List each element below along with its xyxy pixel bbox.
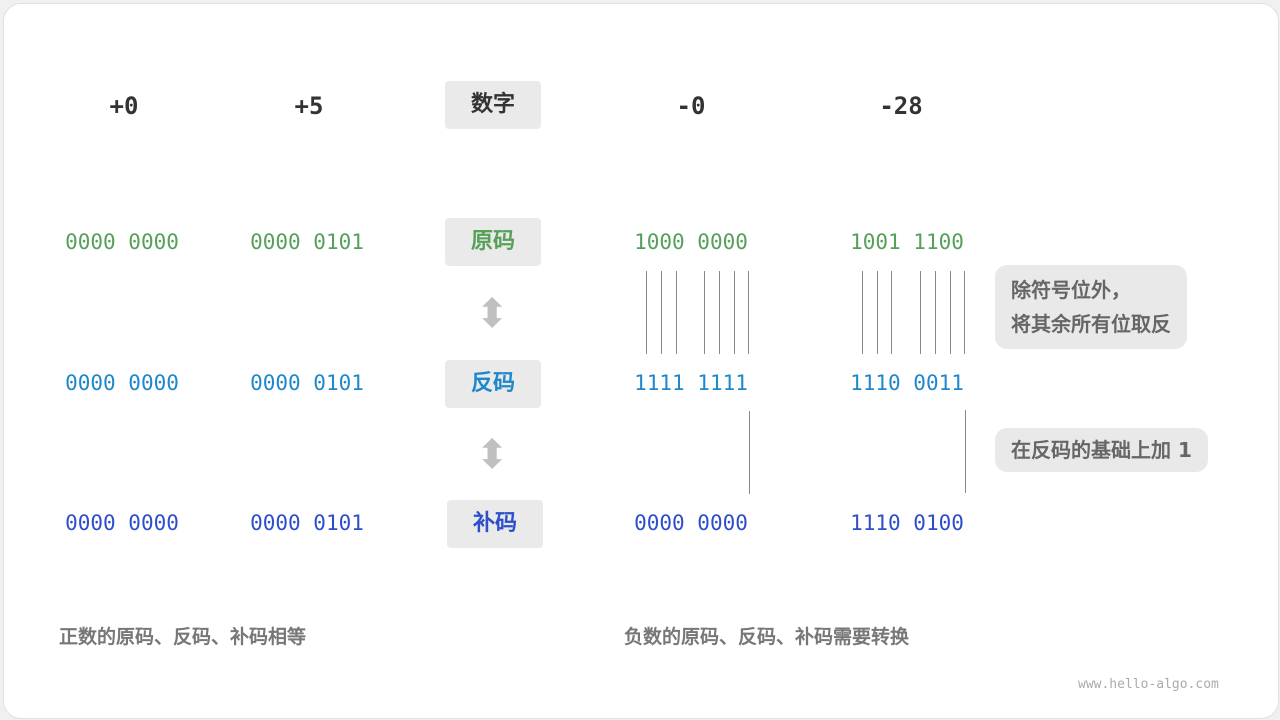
connector-line xyxy=(719,271,720,354)
label-number: 数字 xyxy=(445,81,541,129)
connector-line xyxy=(935,271,936,354)
sm-plus-five: 0000 0101 xyxy=(250,230,364,254)
tc-plus-zero: 0000 0000 xyxy=(65,511,179,535)
connector-line xyxy=(749,411,750,494)
caption-negative: 负数的原码、反码、补码需要转换 xyxy=(624,626,910,648)
connector-line xyxy=(862,271,863,354)
note-invert-line2: 将其余所有位取反 xyxy=(1011,312,1171,336)
note-invert-bits: 除符号位外， 将其余所有位取反 xyxy=(995,265,1187,349)
label-sign-magnitude: 原码 xyxy=(445,218,541,266)
header-plus-zero: +0 xyxy=(109,92,139,120)
watermark: www.hello-algo.com xyxy=(1078,677,1219,692)
sm-minus-28: 1001 1100 xyxy=(850,230,964,254)
connector-line xyxy=(891,271,892,354)
tc-plus-five: 0000 0101 xyxy=(250,511,364,535)
note-add-one: 在反码的基础上加 1 xyxy=(995,428,1208,472)
header-minus-zero: -0 xyxy=(676,92,706,120)
oc-plus-zero: 0000 0000 xyxy=(65,371,179,395)
connector-line xyxy=(920,271,921,354)
sm-minus-zero: 1000 0000 xyxy=(634,230,748,254)
tc-minus-zero: 0000 0000 xyxy=(634,511,748,535)
oc-minus-28: 1110 0011 xyxy=(850,371,964,395)
connector-line xyxy=(676,271,677,354)
tc-minus-28: 1110 0100 xyxy=(850,511,964,535)
connector-line xyxy=(661,271,662,354)
connector-line xyxy=(704,271,705,354)
connector-line xyxy=(748,271,749,354)
sm-plus-zero: 0000 0000 xyxy=(65,230,179,254)
oc-minus-zero: 1111 1111 xyxy=(634,371,748,395)
label-ones-complement: 反码 xyxy=(445,360,541,408)
oc-plus-five: 0000 0101 xyxy=(250,371,364,395)
connector-line xyxy=(965,410,966,493)
note-invert-line1: 除符号位外， xyxy=(1011,278,1131,302)
caption-positive: 正数的原码、反码、补码相等 xyxy=(59,626,307,648)
label-twos-complement: 补码 xyxy=(447,500,543,548)
connector-line xyxy=(877,271,878,354)
double-arrow-icon: ⬍ xyxy=(475,291,509,337)
header-plus-five: +5 xyxy=(294,92,324,120)
header-minus-28: -28 xyxy=(879,92,923,120)
connector-line xyxy=(964,271,965,354)
diagram-canvas: +0 +5 数字 -0 -28 0000 0000 0000 0101 原码 1… xyxy=(3,3,1279,719)
connector-line xyxy=(734,271,735,354)
connector-line xyxy=(646,271,647,354)
double-arrow-icon: ⬍ xyxy=(475,432,509,478)
connector-line xyxy=(950,271,951,354)
